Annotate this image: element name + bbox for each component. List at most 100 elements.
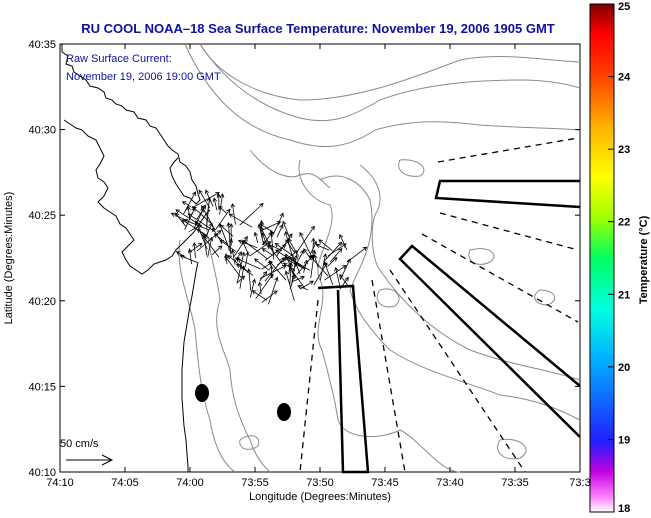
current-vector — [339, 234, 348, 251]
current-vector — [271, 213, 284, 237]
x-tick-label: 73:35 — [501, 477, 529, 489]
current-vector-head — [362, 246, 368, 251]
current-vector — [339, 274, 349, 286]
current-vector-head — [226, 208, 231, 214]
current-vector-head — [312, 240, 317, 246]
current-vector — [289, 274, 296, 290]
current-vector — [310, 241, 317, 255]
current-vector — [201, 234, 220, 258]
current-vector-head — [310, 225, 315, 231]
current-vector — [234, 251, 242, 262]
current-vector-head — [318, 239, 323, 244]
current-vector-head — [334, 266, 339, 272]
current-vector — [224, 256, 242, 278]
current-vector — [180, 255, 198, 263]
colorbar-ticks: 18 19 20 21 22 23 24 25 — [608, 1, 631, 515]
current-vector-head — [281, 244, 287, 249]
map-title: RU COOL NOAA–18 Sea Surface Temperature:… — [81, 21, 555, 36]
buoy-marker-2 — [277, 403, 291, 421]
current-vector-head — [259, 223, 265, 228]
current-vector — [335, 267, 341, 289]
current-vector-head — [269, 264, 274, 270]
current-vector — [249, 279, 255, 298]
current-vector-head — [289, 257, 294, 262]
colorbar-tick-label: 23 — [618, 144, 630, 156]
current-vector — [309, 255, 329, 277]
current-vector-head — [259, 219, 264, 225]
current-vector-head — [191, 207, 196, 212]
current-vector-head — [192, 242, 197, 247]
current-vector-head — [235, 263, 241, 269]
current-vector-head — [260, 226, 265, 232]
current-vector-head — [175, 251, 181, 256]
current-vector-head — [276, 221, 282, 226]
x-tick-label: 74:10 — [46, 477, 74, 489]
current-vector — [206, 197, 210, 228]
x-tick-label: 74:00 — [176, 477, 204, 489]
current-vector-head — [215, 192, 220, 197]
current-vector-head — [228, 213, 234, 218]
current-vector — [267, 245, 284, 265]
current-vector — [252, 290, 268, 301]
current-vector — [213, 198, 218, 211]
current-vector — [287, 238, 300, 257]
x-tick-label: 73:40 — [436, 477, 464, 489]
current-vector-head — [219, 239, 225, 244]
current-vector-head — [332, 257, 338, 262]
current-vector — [259, 282, 262, 295]
current-vector-head — [293, 262, 298, 267]
current-vector — [291, 250, 305, 273]
current-vector-head — [274, 249, 280, 254]
current-vector-head — [262, 270, 268, 276]
y-axis-ticks: 40:10 40:15 40:20 40:25 40:30 40:35 — [28, 39, 580, 479]
current-vector-head — [208, 236, 214, 242]
current-vector-head — [237, 239, 243, 244]
current-vector — [261, 290, 278, 303]
colorbar-tick-label: 22 — [618, 217, 630, 229]
colorbar-tick-label: 18 — [618, 503, 630, 515]
current-vector — [289, 262, 292, 285]
current-vector — [233, 236, 248, 257]
current-vector — [219, 193, 223, 215]
current-vector-head — [282, 220, 287, 226]
current-vector-head — [337, 247, 343, 253]
current-vector-head — [337, 241, 343, 247]
current-vector — [285, 271, 295, 301]
current-vector — [268, 277, 278, 305]
current-vector-head — [187, 213, 193, 218]
current-vector — [275, 249, 289, 259]
current-vector-head — [227, 255, 233, 260]
current-vector-head — [300, 275, 305, 281]
current-vector-head — [269, 229, 274, 235]
current-vector-head — [257, 223, 262, 229]
current-vectors — [170, 189, 368, 305]
current-vector — [236, 264, 254, 276]
current-vector-head — [266, 241, 272, 246]
current-vector — [205, 223, 213, 239]
current-vector-head — [281, 265, 287, 270]
current-vector-head — [219, 193, 225, 198]
current-vector — [211, 245, 223, 256]
current-vector-head — [274, 276, 279, 282]
current-vector-head — [197, 224, 203, 229]
scale-arrow — [66, 454, 114, 466]
current-vector-head — [197, 242, 203, 248]
current-vector-head — [341, 243, 347, 248]
current-vector-head — [186, 205, 191, 211]
x-axis-ticks: 74:10 74:05 74:00 73:55 73:50 73:45 73:40 73:35… — [46, 44, 591, 489]
current-vector — [188, 213, 216, 232]
current-vector — [299, 232, 314, 261]
current-vector — [263, 241, 283, 251]
current-vector-head — [303, 248, 308, 253]
current-vector-head — [175, 209, 181, 214]
current-vector — [262, 248, 274, 257]
current-vector — [285, 231, 294, 259]
current-vector — [303, 260, 308, 273]
current-vector — [254, 258, 270, 271]
current-vector-head — [213, 233, 219, 238]
y-axis-label: Latitude (Degrees:Minutes) — [3, 192, 15, 325]
current-vector — [327, 243, 347, 257]
current-vector — [239, 265, 245, 289]
current-vector — [193, 242, 196, 259]
current-vector — [323, 242, 342, 263]
